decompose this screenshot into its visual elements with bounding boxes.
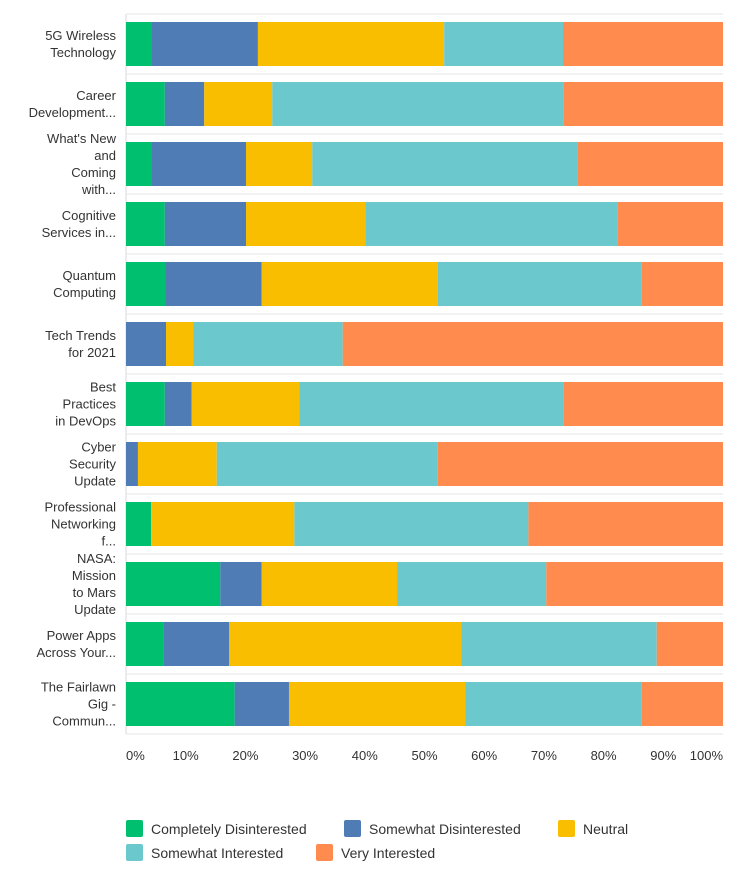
bar-segment xyxy=(229,622,462,666)
category-label: Cyber Security Update xyxy=(69,440,117,489)
x-tick-label: 20% xyxy=(232,748,258,763)
bar-segment xyxy=(166,262,262,306)
bar-segment xyxy=(126,382,165,426)
bar-segment xyxy=(126,442,138,486)
bar-segment xyxy=(151,142,246,186)
category-label: Tech Trends for 2021 xyxy=(45,328,116,360)
bar-segment xyxy=(465,682,642,726)
bar-segment xyxy=(299,382,564,426)
x-tick-label: 70% xyxy=(531,748,557,763)
bar-segment xyxy=(126,82,165,126)
legend-item: Somewhat Disinterested xyxy=(344,820,521,837)
bar-segment xyxy=(246,142,313,186)
bar-segment xyxy=(126,562,221,606)
bar-segment xyxy=(365,202,618,246)
bar-segment xyxy=(166,322,194,366)
category-label: Best Practices in DevOps xyxy=(55,380,116,429)
legend-item: Neutral xyxy=(558,820,628,837)
bar-segment xyxy=(126,622,164,666)
legend-label: Somewhat Disinterested xyxy=(369,820,521,837)
stacked-bar-chart: 5G Wireless Technology Career Development..… xyxy=(29,13,724,763)
bar-segment xyxy=(126,202,165,246)
legend-swatch xyxy=(344,820,361,837)
bar-segment xyxy=(261,562,398,606)
bar-segment xyxy=(312,142,578,186)
bar-segment xyxy=(641,262,723,306)
bar-segment xyxy=(437,262,642,306)
x-tick-label: 100% xyxy=(690,748,724,763)
bar-segment xyxy=(164,82,205,126)
bar-segment xyxy=(234,682,289,726)
category-label: Cognitive Services in... xyxy=(42,208,116,240)
x-tick-label: 50% xyxy=(411,748,437,763)
x-tick-label: 40% xyxy=(352,748,378,763)
bar-segment xyxy=(126,22,152,66)
bar-segment xyxy=(342,322,723,366)
x-tick-label: 0% xyxy=(126,748,145,763)
bar-segment xyxy=(163,622,230,666)
bar-segment xyxy=(528,502,723,546)
category-label: Quantum Computing xyxy=(53,268,116,300)
category-label: What's New and Coming with... xyxy=(47,131,117,197)
legend-item: Completely Disinterested xyxy=(126,820,307,837)
legend-swatch xyxy=(126,820,143,837)
bar-segment xyxy=(164,202,246,246)
category-label: NASA: Mission to Mars Update xyxy=(72,551,117,617)
bar-segment xyxy=(397,562,547,606)
bar-segment xyxy=(272,82,564,126)
bar-segment xyxy=(137,442,217,486)
legend-label: Completely Disinterested xyxy=(151,820,307,837)
bar-segment xyxy=(216,442,438,486)
legend-item: Somewhat Interested xyxy=(126,844,283,861)
bar-segment xyxy=(126,682,235,726)
bar-segment xyxy=(261,262,438,306)
x-tick-label: 80% xyxy=(591,748,617,763)
bar-segment xyxy=(220,562,262,606)
x-tick-label: 90% xyxy=(650,748,676,763)
bar-segment xyxy=(193,322,343,366)
bar-segment xyxy=(563,82,723,126)
bar-segment xyxy=(461,622,657,666)
bar-segment xyxy=(151,22,258,66)
category-label: Career Development... xyxy=(29,88,117,120)
bar-segment xyxy=(444,22,563,66)
bar-segment xyxy=(126,262,166,306)
bar-segment xyxy=(164,382,192,426)
bar-segment xyxy=(204,82,273,126)
legend-swatch xyxy=(316,844,333,861)
x-tick-label: 60% xyxy=(471,748,497,763)
bar-segment xyxy=(563,382,723,426)
x-tick-label: 10% xyxy=(173,748,199,763)
legend-swatch xyxy=(558,820,575,837)
bar-segment xyxy=(546,562,723,606)
bar-segment xyxy=(563,22,723,66)
category-label: Professional Networking f... xyxy=(44,500,116,549)
bar-segment xyxy=(191,382,300,426)
bar-segment xyxy=(437,442,723,486)
bar-segment xyxy=(126,502,152,546)
bar-segment xyxy=(288,682,466,726)
bar-segment xyxy=(126,142,152,186)
bar-segment xyxy=(641,682,723,726)
bar-segment xyxy=(246,202,366,246)
legend-item: Very Interested xyxy=(316,844,435,861)
bar-segment xyxy=(617,202,723,246)
bar-segment xyxy=(656,622,723,666)
bar-segment xyxy=(257,22,445,66)
legend-swatch xyxy=(126,844,143,861)
category-label: Power Apps Across Your... xyxy=(37,628,117,660)
bar-segment xyxy=(126,322,166,366)
category-label: The Fairlawn Gig -Commun... xyxy=(41,680,116,729)
legend-label: Somewhat Interested xyxy=(151,844,284,861)
bar-segment xyxy=(151,502,295,546)
legend-label: Very Interested xyxy=(341,844,436,861)
bar-segment xyxy=(577,142,723,186)
bar-segment xyxy=(294,502,529,546)
x-tick-label: 30% xyxy=(292,748,318,763)
legend-label: Neutral xyxy=(583,820,629,837)
category-label: 5G Wireless Technology xyxy=(45,28,116,60)
